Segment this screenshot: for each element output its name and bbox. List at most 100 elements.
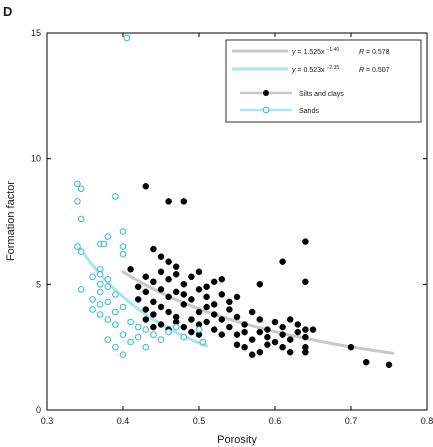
sands-point-27 <box>96 311 104 318</box>
y-axis-title: Formation factor <box>5 181 17 261</box>
sands-point-34 <box>119 331 127 338</box>
silts-clays-point-39 <box>150 311 157 318</box>
silts-clays-point-23 <box>134 296 142 303</box>
silts-clays-point-66 <box>210 326 218 333</box>
sands-point-5 <box>77 215 85 223</box>
sands-point-16 <box>96 271 104 278</box>
sands-point-47 <box>142 343 150 351</box>
legend-sands-marker <box>262 106 270 114</box>
legend-fit-sands-r: R = 0.507 <box>359 67 390 74</box>
silts-clays-point-4 <box>279 258 286 265</box>
sands-point-21 <box>112 291 119 298</box>
axes-frame <box>46 32 428 411</box>
silts-clays-point-88 <box>347 343 355 351</box>
silts-clays-point-21 <box>256 281 264 288</box>
silts-clays-point-35 <box>218 291 226 298</box>
silts-clays-point-79 <box>309 326 317 333</box>
silts-clays-point-36 <box>226 298 233 306</box>
sands-point-12 <box>119 243 127 250</box>
sands-point-43 <box>104 336 112 343</box>
silts-clays-point-30 <box>180 291 188 298</box>
sands-point-3 <box>74 198 81 205</box>
silts-clays-point-33 <box>203 293 210 301</box>
silts-clays-point-15 <box>172 271 180 278</box>
sands-point-17 <box>104 276 112 283</box>
silts-clays-point-81 <box>241 343 248 351</box>
silts-clays-point-19 <box>203 283 210 291</box>
silts-clays-point-69 <box>233 331 241 338</box>
sands-point-29 <box>119 303 127 311</box>
silts-clays-point-10 <box>127 266 134 273</box>
silts-clays-point-56 <box>279 323 286 331</box>
silts-clays-point-34 <box>210 301 218 308</box>
sands-point-24 <box>96 301 104 308</box>
silts-clays-point-72 <box>256 328 264 336</box>
silts-clays-point-91 <box>142 316 150 323</box>
x-tick-label-2: 0.5 <box>193 416 206 426</box>
sands-point-23 <box>89 296 96 303</box>
silts-clays-point-38 <box>142 306 150 313</box>
silts-clays-point-5 <box>218 276 226 283</box>
silts-clays-point-78 <box>302 333 309 341</box>
legend-series-silts: Silts and clays <box>240 90 344 98</box>
silts-clays-point-60 <box>157 321 165 328</box>
silts-clays-point-84 <box>279 343 286 351</box>
silts-clays-point-27 <box>157 286 165 293</box>
x-tick-label-1: 0.4 <box>117 416 130 426</box>
silts-clays-point-26 <box>150 298 157 306</box>
silts-clays-point-40 <box>157 303 165 311</box>
sands-point-18 <box>77 286 85 293</box>
sands-point-32 <box>127 318 134 326</box>
y-tick-label-0: 0 <box>36 405 41 415</box>
silts-clays-point-55 <box>271 318 279 326</box>
sands-point-39 <box>165 328 172 336</box>
silts-clays-point-11 <box>142 273 150 281</box>
legend-fit-silts: y = 1.525x −1.40 R = 0.578 <box>232 47 390 56</box>
sands-point-40 <box>172 323 180 331</box>
silts-clays-point-13 <box>157 268 165 276</box>
sands-point-48 <box>199 338 207 346</box>
silts-clays-point-94 <box>203 303 210 311</box>
silts-clays-point-43 <box>180 301 188 308</box>
sands-point-25 <box>104 298 112 306</box>
legend-box <box>225 39 422 123</box>
silts-clays-point-70 <box>241 328 248 336</box>
silts-clays-point-75 <box>279 331 286 338</box>
sands-point-11 <box>77 248 85 255</box>
x-tick-label-3: 0.6 <box>269 416 282 426</box>
sands-point-15 <box>89 273 96 281</box>
sands-point-33 <box>134 323 142 331</box>
sands-point-35 <box>134 333 142 341</box>
data-points <box>74 34 393 369</box>
silts-clays-point-48 <box>218 316 226 323</box>
silts-clays-point-53 <box>256 316 264 323</box>
plot-area <box>74 34 395 369</box>
silts-clays-point-28 <box>165 293 172 301</box>
panel-label: D <box>3 4 12 19</box>
sands-point-9 <box>100 240 108 248</box>
silts-clays-point-8 <box>165 258 172 265</box>
legend: y = 1.525x −1.40 R = 0.578 y = 0.523x −2… <box>225 39 422 123</box>
silts-clays-point-20 <box>210 278 218 286</box>
legend-silts-marker <box>263 90 269 96</box>
silts-clays-point-24 <box>134 283 142 291</box>
silts-clays-point-25 <box>142 288 150 296</box>
silts-clays-point-12 <box>150 278 157 286</box>
silts-clays-point-68 <box>226 323 233 331</box>
silts-clays-point-52 <box>248 308 256 316</box>
legend-fit-silts-equation: y = 1.525x −1.40 <box>291 47 339 56</box>
legend-fit-silts-r: R = 0.578 <box>359 49 390 56</box>
silts-clays-point-76 <box>286 336 294 343</box>
legend-series-sands: Sands <box>240 106 319 115</box>
sands-point-22 <box>96 288 104 296</box>
silts-clays-point-63 <box>180 323 188 331</box>
silts-clays-point-47 <box>210 311 218 318</box>
sands-point-4 <box>112 193 119 200</box>
silts-clays-point-7 <box>157 253 165 260</box>
silts-clays-point-29 <box>172 288 180 296</box>
silts-clays-point-95 <box>248 351 256 358</box>
silts-clays-point-57 <box>286 316 294 323</box>
silts-clays-point-0 <box>142 183 150 190</box>
silts-clays-point-92 <box>150 323 157 331</box>
silts-clays-point-1 <box>165 198 172 205</box>
